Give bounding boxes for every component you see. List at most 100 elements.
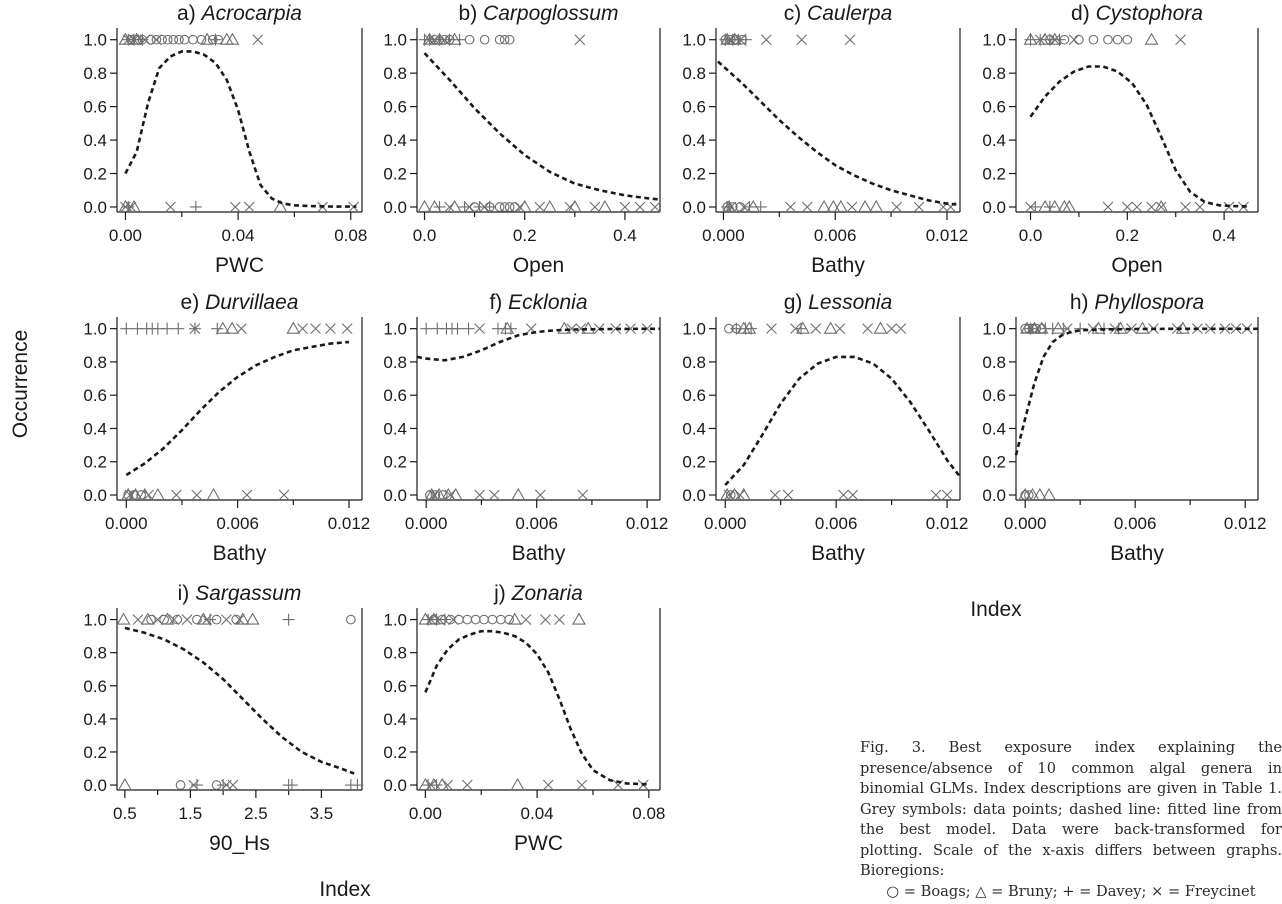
point-bruny	[746, 199, 761, 213]
y-tick-label: 0.8	[682, 353, 706, 372]
panel-title: d) Cystophora	[1071, 2, 1203, 25]
point-freycinet	[589, 201, 601, 213]
caption-text: Fig. 3. Best exposure index explaining t…	[860, 739, 1282, 879]
point-boags	[1103, 34, 1113, 45]
point-bruny	[160, 612, 175, 625]
fitted-line	[424, 629, 649, 786]
point-freycinet	[189, 323, 201, 335]
x-tick-label: 0.04	[222, 226, 255, 245]
y-tick-label: 0.2	[383, 165, 407, 184]
chart-panel-cystophora: d) Cystophora 0.0 0.2 0.4 0.6 0.8 1.0 0.0 0.2 0.4…	[982, 2, 1259, 277]
point-boags	[494, 34, 505, 45]
chart-panel-phyllospora: h) Phyllospora 0.0 0.2 0.4 0.6 0.8 1.0 0.000 0.0…	[982, 291, 1266, 565]
x-tick-label: 0.012	[1224, 514, 1267, 533]
point-boags	[499, 202, 510, 212]
point-bruny	[448, 487, 463, 501]
point-davey	[1053, 33, 1066, 46]
index-label-right: Index	[970, 598, 1022, 621]
fitted-line	[717, 60, 957, 206]
point-davey	[1024, 322, 1037, 335]
x-tick-label: 3.5	[310, 804, 334, 823]
y-tick-label: 1.0	[383, 611, 407, 630]
point-freycinet	[171, 489, 182, 501]
point-freycinet	[785, 201, 796, 213]
point-bruny	[225, 32, 240, 45]
point-bruny	[873, 321, 888, 334]
point-freycinet	[641, 323, 653, 335]
x-axis-label: Bathy	[1110, 542, 1164, 565]
point-bruny	[823, 321, 838, 334]
point-boags	[162, 34, 173, 45]
y-tick-label: 0.0	[383, 198, 407, 217]
point-freycinet	[221, 614, 232, 625]
x-tick-label: 0.4	[1212, 226, 1236, 245]
x-tick-label: 0.4	[613, 226, 637, 245]
chart-panel-caulerpa: c) Caulerpa 0.0 0.2 0.4 0.6 0.8 1.0 0.000 0.006 0…	[682, 2, 968, 277]
point-freycinet	[1219, 323, 1231, 335]
point-freycinet	[439, 34, 450, 46]
point-boags	[462, 614, 473, 625]
point-freycinet	[540, 614, 551, 625]
y-axis-label: Occurrence	[9, 330, 32, 439]
point-bruny	[1154, 199, 1169, 213]
point-freycinet	[576, 779, 588, 791]
y-tick-label: 0.8	[383, 64, 407, 83]
point-freycinet	[1049, 34, 1061, 46]
point-freycinet	[243, 201, 255, 213]
point-freycinet	[341, 323, 353, 335]
x-tick-label: 0.08	[632, 804, 665, 823]
panel-genus: Carpoglossum	[483, 2, 618, 25]
point-bruny	[1042, 487, 1056, 501]
x-tick-label: 1.5	[179, 804, 203, 823]
chart-panel-durvillaea: e) Durvillaea 0.0 0.2 0.4 0.6 0.8 1.0 0.000 0.00…	[83, 291, 370, 565]
point-davey	[453, 33, 466, 46]
point-bruny	[273, 199, 288, 213]
point-davey	[458, 200, 471, 213]
point-freycinet	[769, 489, 781, 501]
point-boags	[1122, 34, 1133, 45]
point-bruny	[1034, 321, 1049, 334]
point-freycinet	[447, 614, 459, 625]
fitted-line	[423, 52, 661, 201]
x-tick-label: 0.000	[105, 514, 148, 533]
panel-title: e) Durvillaea	[181, 291, 299, 314]
panel-letter: j)	[493, 582, 512, 605]
x-tick-label: 0.5	[113, 804, 137, 823]
point-bruny	[1144, 32, 1159, 45]
point-freycinet	[188, 779, 200, 791]
point-freycinet	[168, 614, 180, 625]
point-freycinet	[649, 201, 661, 213]
y-tick-label: 1.0	[383, 320, 407, 339]
y-tick-label: 0.6	[383, 386, 407, 405]
x-tick-label: 0.00	[109, 226, 142, 245]
point-davey	[504, 322, 517, 335]
point-bruny	[1113, 321, 1128, 334]
y-tick-label: 0.0	[383, 776, 407, 795]
point-freycinet	[844, 34, 856, 46]
point-boags	[168, 34, 179, 45]
point-freycinet	[428, 489, 439, 501]
x-axis-label: Bathy	[811, 254, 865, 277]
point-davey	[795, 322, 808, 335]
point-freycinet	[796, 34, 808, 46]
panel-letter: d)	[1071, 2, 1096, 25]
y-tick-label: 0.6	[682, 98, 706, 117]
y-tick-label: 0.4	[682, 131, 706, 150]
point-freycinet	[1131, 201, 1143, 213]
x-tick-label: 0.000	[1004, 514, 1047, 533]
point-freycinet	[152, 614, 164, 625]
panel-title: f) Ecklonia	[489, 291, 587, 314]
chart-panel-carpoglossum: b) Carpoglossum 0.0 0.2 0.4 0.6 0.8 1.0 0.0 0.2 0…	[383, 2, 661, 277]
point-freycinet	[554, 614, 565, 625]
point-freycinet	[846, 201, 858, 213]
point-bruny	[215, 321, 230, 334]
y-tick-label: 0.2	[682, 453, 706, 472]
panel-genus: Zonaria	[511, 582, 583, 605]
y-tick-label: 0.6	[383, 677, 407, 696]
y-tick-label: 1.0	[83, 31, 107, 50]
point-freycinet	[941, 489, 953, 501]
point-freycinet	[534, 201, 546, 213]
panel-genus: Lessonia	[808, 291, 892, 314]
y-tick-label: 0.2	[83, 165, 107, 184]
